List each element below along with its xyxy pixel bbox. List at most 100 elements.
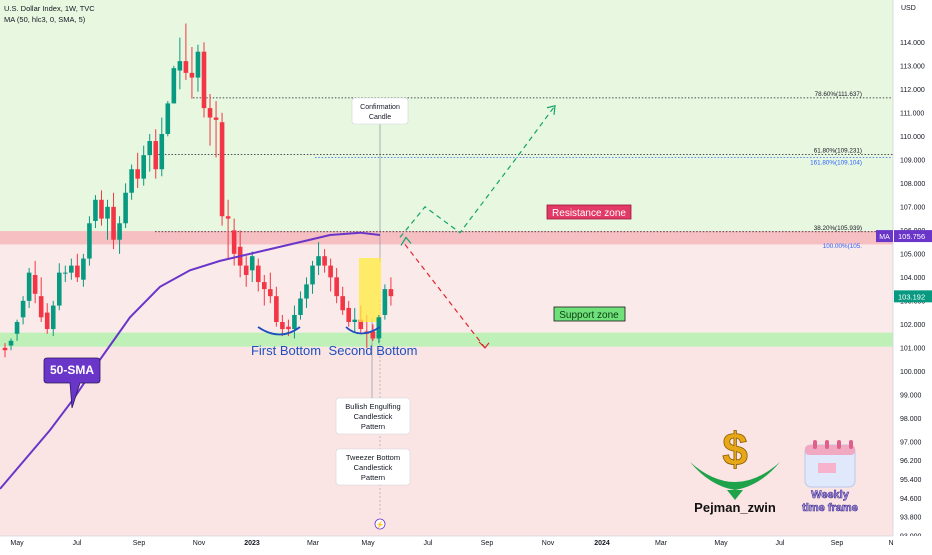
candle-body	[20, 300, 26, 318]
time-axis-tick: N	[888, 540, 893, 547]
last-price-box	[894, 290, 932, 303]
sma-callout-box	[43, 357, 101, 409]
time-axis-tick: Sep	[831, 540, 844, 547]
candle-body	[255, 265, 261, 283]
price-axis-bg	[893, 0, 932, 550]
candle-body	[298, 298, 303, 315]
price-axis-tick: 98.000	[900, 416, 922, 423]
sma-50-line	[0, 231, 381, 490]
candle-body	[195, 51, 201, 78]
candle-body	[322, 256, 327, 266]
weekly-label: time frame	[802, 502, 858, 514]
legend-indicator: MA (50, hlc3, 0, SMA, 5)	[4, 15, 86, 24]
candle-body	[111, 206, 116, 240]
candle-body	[352, 319, 358, 323]
candle-body	[207, 108, 213, 118]
fib-level-label: 100.00%(105.	[823, 243, 862, 250]
first-bottom-label: First Bottom	[251, 343, 321, 358]
candle-body	[32, 275, 38, 294]
candle-body	[274, 296, 279, 323]
candle-body	[2, 347, 8, 351]
price-axis-tick: 93.800	[900, 515, 922, 522]
candle-body	[87, 223, 92, 259]
support-zone	[0, 332, 893, 347]
dollar-logo-icon: $	[722, 423, 748, 475]
candle-body	[171, 68, 177, 104]
time-axis-tick: 2023	[244, 540, 260, 547]
price-axis-tick: 108.000	[900, 181, 925, 188]
fib-level-label: 38.20%(105.939)	[814, 225, 862, 232]
second-bottom-arc	[345, 326, 381, 335]
logo-swoosh-tip	[727, 490, 743, 500]
price-axis-tick: 110.000	[900, 134, 925, 141]
candle-body	[147, 141, 153, 156]
time-axis-tick: Nov	[193, 540, 206, 547]
price-axis-tick: 113.000	[900, 63, 925, 70]
candle-body	[75, 265, 80, 278]
resistance-zone	[0, 231, 893, 245]
resistance-zone-label: Resistance zone	[552, 208, 626, 219]
price-axis-tick: 96.200	[900, 458, 922, 465]
candle-body	[117, 223, 122, 240]
candle-body	[340, 296, 345, 311]
calendar-icon-ring	[849, 440, 853, 449]
candle-body	[177, 61, 183, 71]
candle-body	[201, 51, 207, 109]
time-axis-tick: Jul	[73, 540, 82, 547]
author-name: Pejman_zwin	[694, 500, 776, 515]
price-axis-tick: 97.000	[900, 439, 922, 446]
candle-body	[129, 169, 134, 193]
candle-body	[26, 272, 32, 301]
time-axis-tick: Sep	[133, 540, 146, 547]
time-axis-tick: May	[361, 540, 375, 547]
candle-body	[286, 326, 291, 330]
candle-body	[153, 141, 159, 170]
author-logo: $ Pejman_zwin	[690, 423, 780, 515]
price-axis-tick: 100.000	[900, 369, 925, 376]
candle-body	[370, 331, 376, 339]
weekly-label: Weekly	[811, 489, 850, 501]
bearish-arrow-head	[478, 341, 490, 349]
candle-body	[382, 289, 388, 315]
price-axis-tick: 101.000	[900, 345, 925, 352]
candle-body	[358, 319, 364, 330]
second-bottom-label: Second Bottom	[329, 343, 418, 358]
time-axis-tick: Nov	[542, 540, 555, 547]
calendar-icon-cell	[818, 463, 836, 473]
lightning-icon: ⚡	[376, 520, 385, 529]
price-axis-tick: 102.000	[900, 322, 925, 329]
confirmation-callout-line: Candle	[369, 114, 391, 121]
fib-level-label: 61.80%(109.231)	[814, 147, 862, 154]
time-axis-tick: Jul	[424, 540, 433, 547]
candle-body	[56, 272, 62, 306]
engulfing-callout-line: Bullish Engulfing	[345, 402, 400, 411]
price-axis-tick: 114.000	[900, 40, 925, 47]
event-marker-icon	[374, 518, 386, 530]
candle-body	[243, 265, 249, 275]
support-zone-label: Support zone	[559, 310, 619, 321]
fib-level-label: 161.80%(109.104)	[810, 159, 862, 166]
candle-body	[50, 305, 56, 330]
engulfing-callout-line: Candlestick	[354, 412, 393, 421]
candle-body	[183, 61, 189, 73]
candle-body	[38, 296, 44, 318]
support-label-box	[553, 306, 626, 322]
time-axis-tick: Mar	[655, 540, 668, 547]
calendar-icon-ring	[837, 440, 841, 449]
calendar-icon-header	[805, 445, 855, 455]
candle-body	[99, 199, 104, 219]
engulfing-callout-line: Pattern	[361, 422, 385, 431]
price-axis-tick: 111.000	[900, 110, 924, 117]
price-axis-tick: 105.000	[900, 251, 925, 258]
calendar-icon-ring	[813, 440, 817, 449]
price-axis-tick: 107.000	[900, 204, 925, 211]
candle-body	[105, 206, 110, 219]
fib-level-label: 78.60%(111.637)	[815, 91, 862, 98]
sma-value-label: 105.756	[898, 232, 925, 241]
time-axis-tick: Mar	[307, 540, 320, 547]
first-bottom-arc	[257, 326, 301, 336]
time-axis-tick: May	[714, 540, 728, 547]
candle-body	[268, 289, 273, 297]
